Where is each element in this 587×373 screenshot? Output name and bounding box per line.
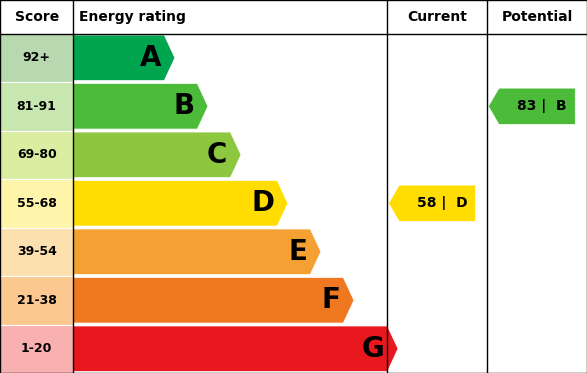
Bar	[0, 228, 73, 276]
Polygon shape	[73, 132, 241, 178]
Text: C: C	[207, 141, 227, 169]
Text: Energy rating: Energy rating	[79, 10, 186, 24]
Text: 81-91: 81-91	[17, 100, 56, 113]
Text: 39-54: 39-54	[17, 245, 56, 258]
Text: Potential: Potential	[501, 10, 573, 24]
Bar	[0, 276, 73, 325]
Bar	[0, 179, 73, 228]
Text: G: G	[362, 335, 384, 363]
Text: 58 |  D: 58 | D	[417, 196, 467, 210]
Bar	[0, 82, 73, 131]
Polygon shape	[389, 185, 475, 222]
Text: 21-38: 21-38	[17, 294, 56, 307]
Polygon shape	[73, 35, 175, 81]
Polygon shape	[73, 84, 208, 129]
Polygon shape	[488, 88, 575, 125]
Bar	[0, 34, 73, 82]
Polygon shape	[73, 229, 321, 275]
Text: Current: Current	[407, 10, 467, 24]
Bar	[0, 131, 73, 179]
Text: 55-68: 55-68	[17, 197, 56, 210]
Polygon shape	[73, 181, 288, 226]
Text: F: F	[322, 286, 340, 314]
Text: E: E	[288, 238, 308, 266]
Text: 92+: 92+	[23, 51, 50, 64]
Text: 83 |  B: 83 | B	[517, 99, 566, 113]
Text: B: B	[173, 92, 194, 120]
Text: Score: Score	[15, 10, 59, 24]
Text: 69-80: 69-80	[17, 148, 56, 161]
Polygon shape	[73, 326, 398, 372]
Polygon shape	[73, 278, 354, 323]
Bar	[0, 325, 73, 373]
Text: D: D	[251, 189, 274, 217]
Text: 1-20: 1-20	[21, 342, 52, 355]
Text: A: A	[140, 44, 161, 72]
